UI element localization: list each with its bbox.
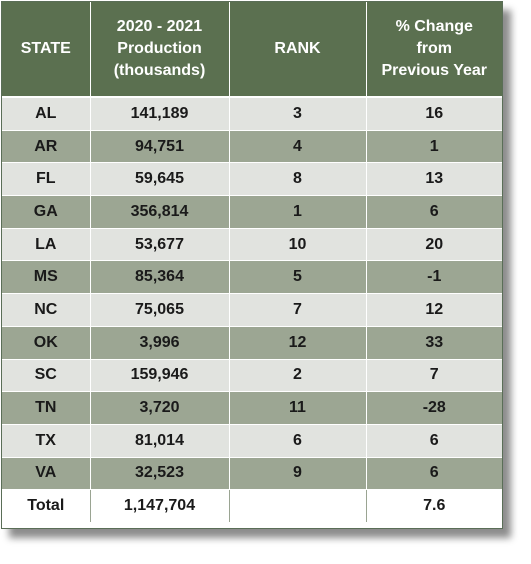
state-cell: AL bbox=[2, 97, 91, 131]
rank-cell: 3 bbox=[229, 97, 367, 131]
rank-cell: 12 bbox=[229, 326, 367, 360]
total-row: Total 1,147,704 7.6 bbox=[2, 489, 502, 523]
rank-cell: 5 bbox=[229, 260, 367, 295]
production-cell: 159,946 bbox=[90, 359, 230, 393]
header-production-line-2: Production bbox=[117, 40, 202, 57]
state-cell: FL bbox=[2, 162, 91, 197]
state-cell: AR bbox=[2, 130, 91, 164]
header-production: 2020 - 2021 Production (thousands) bbox=[90, 2, 230, 98]
header-production-line-1: 2020 - 2021 bbox=[116, 18, 203, 35]
production-cell: 85,364 bbox=[90, 260, 230, 295]
table-row: MS 85,364 5 -1 bbox=[2, 260, 502, 295]
production-cell: 75,065 bbox=[90, 293, 230, 327]
table-row: OK 3,996 12 33 bbox=[2, 326, 502, 360]
header-rank-line: RANK bbox=[274, 40, 321, 57]
total-rank-cell bbox=[229, 489, 367, 523]
total-label-cell: Total bbox=[2, 489, 91, 523]
change-cell: 20 bbox=[366, 228, 502, 262]
production-cell: 59,645 bbox=[90, 162, 230, 197]
header-change: % Change from Previous Year bbox=[366, 2, 502, 98]
table-row: NC 75,065 7 12 bbox=[2, 293, 502, 327]
rank-cell: 9 bbox=[229, 457, 367, 491]
header-change-line-3: Previous Year bbox=[381, 62, 488, 79]
header-production-line-3: (thousands) bbox=[113, 62, 206, 79]
change-cell: -1 bbox=[366, 260, 502, 295]
table-row: LA 53,677 10 20 bbox=[2, 228, 502, 262]
table-row: SC 159,946 2 7 bbox=[2, 359, 502, 393]
rank-cell: 7 bbox=[229, 293, 367, 327]
state-cell: VA bbox=[2, 457, 91, 491]
state-cell: SC bbox=[2, 359, 91, 393]
rank-cell: 11 bbox=[229, 391, 367, 425]
production-cell: 356,814 bbox=[90, 195, 230, 229]
rank-cell: 4 bbox=[229, 130, 367, 164]
table-row: GA 356,814 1 6 bbox=[2, 195, 502, 229]
production-table: STATE 2020 - 2021 Production (thousands)… bbox=[2, 2, 502, 523]
table-row: AR 94,751 4 1 bbox=[2, 130, 502, 164]
production-table-frame: STATE 2020 - 2021 Production (thousands)… bbox=[1, 1, 503, 529]
table-row: AL 141,189 3 16 bbox=[2, 97, 502, 131]
table-row: FL 59,645 8 13 bbox=[2, 162, 502, 197]
total-production-cell: 1,147,704 bbox=[90, 489, 230, 523]
change-cell: 6 bbox=[366, 457, 502, 491]
table-row: TX 81,014 6 6 bbox=[2, 424, 502, 458]
state-cell: LA bbox=[2, 228, 91, 262]
production-cell: 3,996 bbox=[90, 326, 230, 360]
change-cell: -28 bbox=[366, 391, 502, 425]
rank-cell: 1 bbox=[229, 195, 367, 229]
change-cell: 6 bbox=[366, 195, 502, 229]
header-state-line: STATE bbox=[20, 40, 71, 57]
production-cell: 53,677 bbox=[90, 228, 230, 262]
table-row: VA 32,523 9 6 bbox=[2, 457, 502, 491]
state-cell: TN bbox=[2, 391, 91, 425]
state-cell: OK bbox=[2, 326, 91, 360]
change-cell: 1 bbox=[366, 130, 502, 164]
rank-cell: 8 bbox=[229, 162, 367, 197]
production-cell: 32,523 bbox=[90, 457, 230, 491]
change-cell: 13 bbox=[366, 162, 502, 197]
total-change-cell: 7.6 bbox=[366, 489, 502, 523]
rank-cell: 2 bbox=[229, 359, 367, 393]
state-cell: MS bbox=[2, 260, 91, 295]
change-cell: 6 bbox=[366, 424, 502, 458]
change-cell: 16 bbox=[366, 97, 502, 131]
change-cell: 7 bbox=[366, 359, 502, 393]
production-cell: 94,751 bbox=[90, 130, 230, 164]
state-cell: TX bbox=[2, 424, 91, 458]
rank-cell: 6 bbox=[229, 424, 367, 458]
rank-cell: 10 bbox=[229, 228, 367, 262]
production-cell: 81,014 bbox=[90, 424, 230, 458]
header-rank: RANK bbox=[229, 2, 367, 98]
state-cell: NC bbox=[2, 293, 91, 327]
change-cell: 33 bbox=[366, 326, 502, 360]
table-row: TN 3,720 11 -28 bbox=[2, 391, 502, 425]
state-cell: GA bbox=[2, 195, 91, 229]
production-cell: 3,720 bbox=[90, 391, 230, 425]
header-row: STATE 2020 - 2021 Production (thousands)… bbox=[2, 2, 502, 98]
production-cell: 141,189 bbox=[90, 97, 230, 131]
header-change-line-2: from bbox=[416, 40, 453, 57]
header-state: STATE bbox=[2, 2, 91, 98]
change-cell: 12 bbox=[366, 293, 502, 327]
header-change-line-1: % Change bbox=[395, 18, 473, 35]
